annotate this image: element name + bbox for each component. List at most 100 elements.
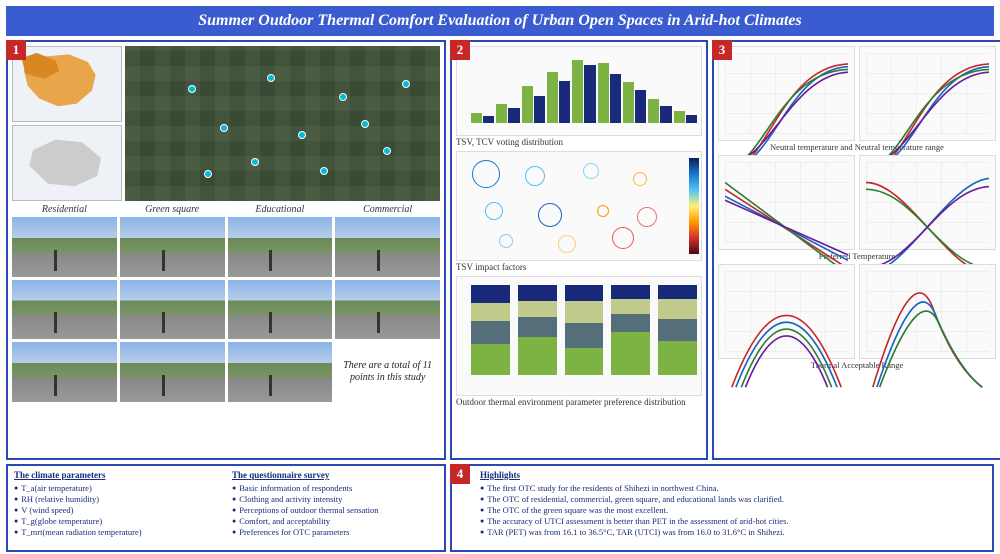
stack-segment — [565, 323, 604, 348]
china-map — [12, 46, 122, 122]
bubble — [558, 235, 576, 253]
map-pin-icon — [251, 158, 259, 166]
pref-caption: Outdoor thermal environment parameter pr… — [456, 397, 702, 407]
bar — [635, 90, 646, 123]
bubble — [633, 172, 647, 186]
list-item: T_mrt(mean radiation temperature) — [14, 527, 220, 538]
satellite-map — [125, 46, 440, 201]
bar — [471, 113, 482, 123]
study-note: There are a total of 11 points in this s… — [335, 342, 440, 402]
bar — [572, 60, 583, 123]
bar — [648, 99, 659, 123]
bubble — [499, 234, 513, 248]
site-photo — [120, 342, 225, 402]
main-grid: 1 ResidentialGreen squareEducationalComm… — [6, 40, 994, 460]
list-item: Perceptions of outdoor thermal sensation — [232, 505, 438, 516]
stack-segment — [471, 344, 510, 376]
site-photo — [120, 280, 225, 340]
map-pin-icon — [298, 131, 306, 139]
page-title: Summer Outdoor Thermal Comfort Evaluatio… — [6, 6, 994, 36]
list-item: The accuracy of UTCI assessment is bette… — [480, 516, 986, 527]
bottom-row: The climate parameters T_a(air temperatu… — [6, 464, 994, 552]
bubble — [472, 160, 500, 188]
bar — [584, 65, 595, 123]
bar — [674, 111, 685, 123]
bar — [547, 72, 558, 123]
colorbar — [689, 158, 699, 254]
list-item: V (wind speed) — [14, 505, 220, 516]
stack-segment — [565, 285, 604, 301]
map-pin-icon — [188, 85, 196, 93]
map-pin-icon — [361, 120, 369, 128]
panel-1-badge: 1 — [6, 40, 26, 60]
map-pin-icon — [204, 170, 212, 178]
stack-segment — [611, 314, 650, 332]
panel-1: 1 ResidentialGreen squareEducationalComm… — [6, 40, 446, 460]
list-item: Clothing and activity intensity — [232, 494, 438, 505]
category-label: Residential — [12, 204, 117, 215]
list-item: TAR (PET) was from 16.1 to 36.5°C, TAR (… — [480, 527, 986, 538]
tar-chart-a — [718, 264, 855, 359]
bar — [660, 106, 671, 123]
pref-chart-a — [718, 155, 855, 250]
panel-3: 3 Neutral temperature and Neutral temper… — [712, 40, 1000, 460]
bar — [534, 96, 545, 123]
preference-stacked-chart — [456, 276, 702, 396]
map-pin-icon — [339, 93, 347, 101]
site-photo — [228, 217, 333, 277]
site-photo — [12, 217, 117, 277]
neutral-chart-b — [859, 46, 996, 141]
pref-chart-b — [859, 155, 996, 250]
panel-3-badge: 3 — [712, 40, 732, 60]
bar — [522, 86, 533, 123]
site-photo — [12, 342, 117, 402]
bar — [610, 74, 621, 123]
map-pin-icon — [402, 80, 410, 88]
bubble — [637, 207, 657, 227]
list-item: RH (relative humidity) — [14, 494, 220, 505]
stack-segment — [518, 317, 557, 337]
stack-segment — [471, 285, 510, 303]
highlights-hdr: Highlights — [480, 470, 986, 482]
stack-segment — [518, 285, 557, 301]
list-item: T_a(air temperature) — [14, 483, 220, 494]
highlights-box: 4 Highlights The first OTC study for the… — [450, 464, 994, 552]
stack-segment — [658, 319, 697, 341]
stack-segment — [471, 303, 510, 321]
bar — [483, 116, 494, 123]
site-photo — [335, 217, 440, 277]
tsv-bubble-chart — [456, 151, 702, 261]
bar — [559, 81, 570, 123]
site-photo — [12, 280, 117, 340]
bubble — [525, 166, 545, 186]
climate-hdr: The climate parameters — [14, 470, 220, 482]
stack-segment — [565, 301, 604, 323]
bar — [686, 115, 697, 123]
panel-4-badge: 4 — [450, 464, 470, 484]
bar — [508, 108, 519, 123]
bar — [623, 82, 634, 123]
survey-hdr: The questionnaire survey — [232, 470, 438, 482]
stack-segment — [658, 285, 697, 299]
tsv-caption: TSV, TCV voting distribution — [456, 137, 702, 147]
list-item: Preferences for OTC parameters — [232, 527, 438, 538]
site-photo — [335, 280, 440, 340]
category-labels: ResidentialGreen squareEducationalCommer… — [12, 204, 440, 215]
stack-segment — [611, 299, 650, 313]
stack-segment — [471, 321, 510, 344]
impact-caption: TSV impact factors — [456, 262, 702, 272]
tsv-tcv-bar-chart — [456, 46, 702, 136]
list-item: Basic information of respondents — [232, 483, 438, 494]
panel-2: 2 TSV, TCV voting distribution TSV impac… — [450, 40, 708, 460]
panel-2-badge: 2 — [450, 40, 470, 60]
site-photo — [228, 280, 333, 340]
site-photo — [228, 342, 333, 402]
stack-segment — [565, 348, 604, 375]
bubble — [485, 202, 503, 220]
map-pin-icon — [220, 124, 228, 132]
stack-segment — [611, 285, 650, 299]
stack-segment — [658, 299, 697, 319]
map-pin-icon — [383, 147, 391, 155]
list-item: T_g(globe temperature) — [14, 516, 220, 527]
bubble — [538, 203, 562, 227]
